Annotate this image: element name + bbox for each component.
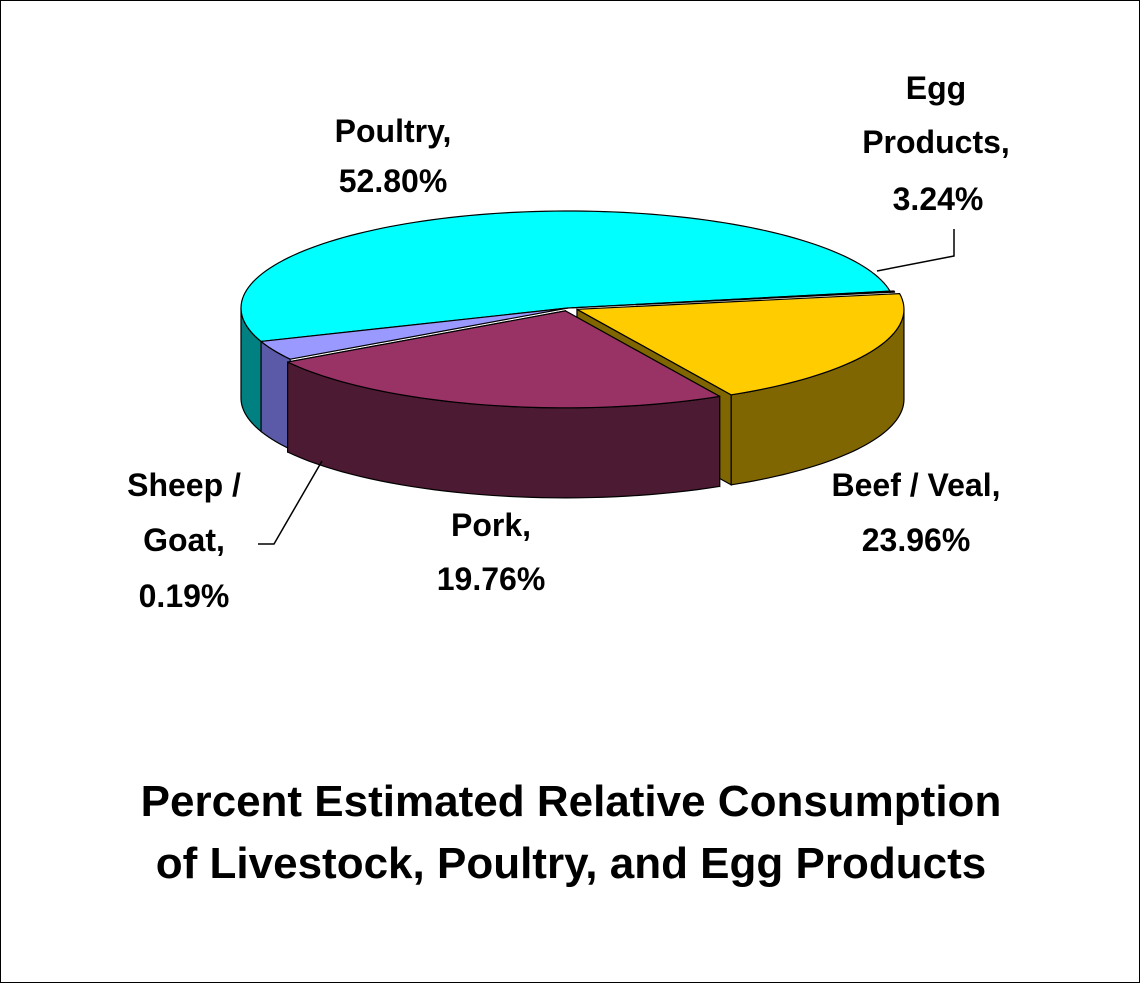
label-beef-value: 23.96% bbox=[862, 522, 971, 558]
label-egg-name-line1: Egg bbox=[906, 70, 966, 106]
label-pork-value: 19.76% bbox=[437, 561, 546, 597]
pie-slice-egg-products bbox=[260, 307, 569, 360]
pie-tops bbox=[240, 210, 905, 409]
label-egg-name-line2: Products, bbox=[862, 124, 1010, 160]
label-sheep-value: 0.19% bbox=[139, 578, 230, 614]
leader-line-egg-products bbox=[876, 229, 955, 272]
leader-line-sheep-goat bbox=[258, 460, 323, 545]
pie-chart: Poultry, 52.80% Egg Products, 3.24% Beef… bbox=[127, 70, 1010, 614]
chart-title-line2: of Livestock, Poultry, and Egg Products bbox=[155, 839, 987, 888]
leader-lines bbox=[258, 229, 955, 545]
pie-slice-poultry bbox=[240, 210, 891, 343]
label-poultry-name: Poultry, bbox=[335, 113, 452, 149]
pie-slice-pork bbox=[576, 293, 905, 396]
chart-title-line1: Percent Estimated Relative Consumption bbox=[140, 777, 1002, 826]
chart-title: Percent Estimated Relative Consumption o… bbox=[1, 771, 1140, 895]
label-beef-name: Beef / Veal, bbox=[832, 467, 1001, 503]
label-poultry-value: 52.80% bbox=[339, 163, 448, 199]
label-egg-value: 3.24% bbox=[893, 181, 984, 217]
label-sheep-name-line1: Sheep / bbox=[127, 467, 241, 503]
label-sheep-name-line2: Goat, bbox=[143, 522, 225, 558]
pie-slice-sheep-goat bbox=[571, 290, 896, 309]
pie-slice-beef-veal bbox=[287, 310, 721, 409]
label-pork-name: Pork, bbox=[451, 507, 531, 543]
